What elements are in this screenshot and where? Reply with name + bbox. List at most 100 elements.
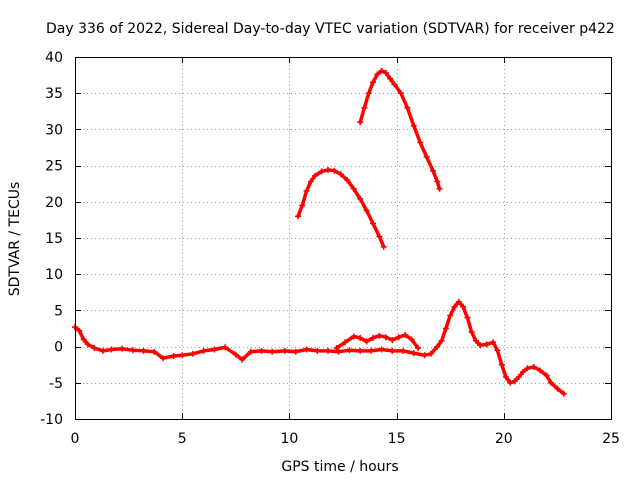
y-tick-label: -10: [40, 412, 63, 428]
data-point-marker: [258, 347, 265, 354]
data-point-marker: [151, 348, 158, 355]
data-point-marker: [363, 338, 370, 345]
data-point-marker: [387, 75, 394, 82]
data-point-marker: [282, 347, 289, 354]
data-point-marker: [430, 167, 436, 174]
data-point-marker: [451, 303, 458, 310]
data-point-marker: [119, 345, 126, 352]
data-point-marker: [436, 185, 443, 192]
data-point-marker: [314, 347, 321, 354]
y-axis-label: SDTVAR / TECUs: [7, 182, 23, 297]
data-point-marker: [410, 122, 417, 129]
data-point-marker: [200, 347, 207, 354]
data-point-marker: [307, 178, 314, 185]
data-point-marker: [346, 347, 353, 354]
data-point-marker: [423, 153, 430, 160]
y-tick-label: 10: [45, 267, 63, 283]
data-point-marker: [490, 339, 497, 346]
data-point-marker: [370, 220, 376, 227]
grid-lines: [75, 57, 611, 419]
data-point-marker: [376, 332, 383, 339]
data-point-marker: [524, 365, 531, 372]
data-point-marker: [84, 341, 91, 348]
x-tick-label: 10: [280, 431, 298, 447]
data-point-marker: [468, 329, 475, 336]
data-point-marker: [460, 303, 467, 310]
data-point-marker: [108, 346, 115, 353]
data-point-marker: [543, 372, 550, 379]
data-point-marker: [417, 139, 424, 146]
data-point-marker: [342, 339, 349, 346]
y-tick-label: 35: [45, 86, 63, 102]
data-point-marker: [335, 348, 342, 355]
data-point-marker: [325, 166, 331, 173]
data-point-marker: [507, 379, 514, 386]
data-point-marker: [299, 202, 306, 209]
data-point-marker: [179, 352, 186, 359]
data-point-marker: [80, 336, 87, 343]
data-point-marker: [434, 343, 441, 350]
data-point-marker: [395, 334, 402, 341]
data-point-marker: [239, 356, 246, 363]
data-point-marker: [295, 213, 301, 220]
data-point-marker: [434, 178, 441, 185]
data-point-marker: [391, 81, 398, 88]
data-point-marker: [389, 337, 396, 344]
data-point-marker: [502, 374, 509, 380]
data-point-marker: [357, 119, 364, 126]
data-point-marker: [189, 350, 196, 357]
data-point-marker: [333, 345, 340, 351]
data-point-marker: [382, 334, 389, 341]
y-tick-labels: -10 -5 0 5 10 15 20 25 30 35 40: [40, 50, 63, 428]
x-tick-label: 5: [178, 431, 187, 447]
data-point-marker: [397, 90, 404, 97]
data-point-marker: [376, 233, 383, 240]
data-point-marker: [410, 350, 417, 357]
data-point-marker: [337, 171, 344, 178]
data-point-marker: [400, 347, 406, 354]
data-point-marker: [498, 361, 505, 368]
data-point-marker: [99, 347, 106, 354]
data-point-marker: [232, 351, 239, 358]
data-point-marker: [380, 243, 387, 250]
data-point-marker: [530, 363, 537, 370]
series-line: [296, 168, 386, 249]
data-point-marker: [350, 333, 357, 340]
data-point-marker: [292, 348, 299, 355]
data-point-marker: [374, 71, 381, 78]
data-point-marker: [438, 337, 445, 344]
axis-ticks: [75, 57, 612, 420]
x-tick-label: 15: [388, 431, 406, 447]
series-arc-10-15: [295, 166, 387, 250]
data-point-marker: [325, 347, 331, 354]
data-point-marker: [427, 350, 434, 357]
data-point-marker: [378, 346, 385, 353]
data-point-marker: [331, 167, 338, 174]
data-point-marker: [455, 298, 462, 305]
data-point-marker: [365, 90, 372, 97]
data-point-marker: [303, 187, 310, 194]
data-point-marker: [357, 195, 364, 202]
series-main-track: [72, 298, 567, 397]
data-point-marker: [269, 348, 276, 355]
data-point-marker: [361, 104, 368, 111]
data-point-marker: [415, 345, 421, 351]
data-point-marker: [520, 368, 527, 375]
chart-title: Day 336 of 2022, Sidereal Day-to-day VTE…: [46, 21, 615, 37]
data-point-marker: [511, 378, 518, 385]
data-point-marker: [472, 337, 479, 344]
data-point-marker: [483, 341, 490, 348]
data-series-layer: [72, 67, 567, 397]
data-point-marker: [247, 348, 254, 355]
data-point-marker: [129, 347, 136, 354]
data-point-marker: [421, 352, 428, 359]
data-point-marker: [363, 207, 370, 214]
y-tick-label: -5: [49, 376, 63, 392]
data-point-marker: [312, 172, 319, 179]
data-point-marker: [447, 312, 454, 319]
data-point-marker: [464, 314, 471, 321]
data-point-marker: [303, 346, 310, 353]
data-point-marker: [370, 334, 376, 341]
data-point-marker: [378, 67, 385, 74]
data-point-marker: [367, 347, 374, 354]
